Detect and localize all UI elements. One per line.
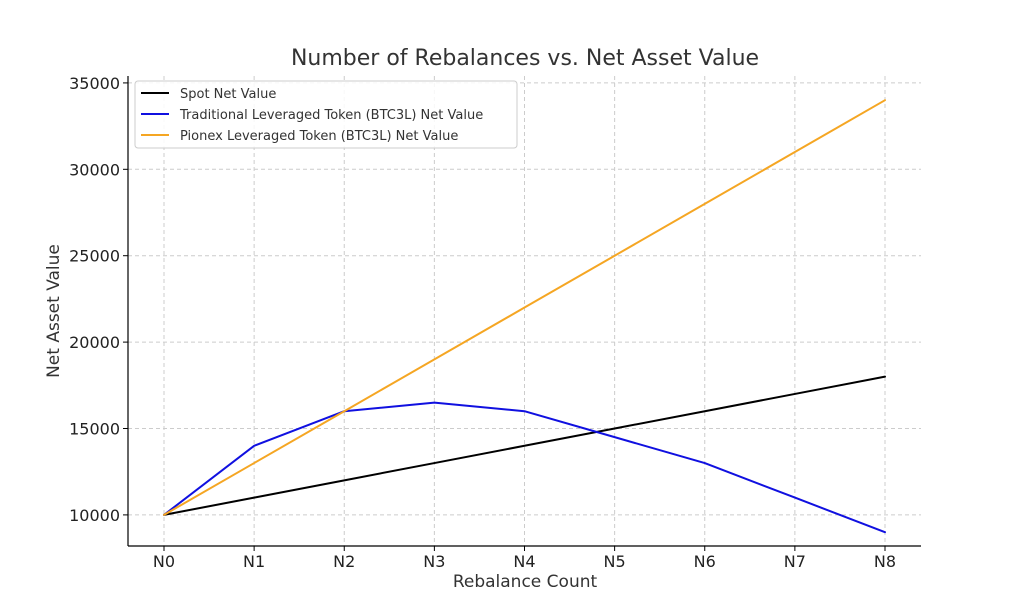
series-line-1 [163,401,886,534]
legend-box [134,80,518,149]
y-axis-label: Net Asset Value [44,244,64,378]
y-tick-label: 15000 [69,420,120,439]
legend-label: Pionex Leveraged Token (BTC3L) Net Value [180,129,458,144]
y-axis-ticks: 10000 15000 20000 25000 30000 35000 [69,74,128,525]
grid [128,76,921,546]
chart-title: Number of Rebalances vs. Net Asset Value [291,46,759,71]
y-tick-label: 35000 [69,74,120,93]
y-tick-label: 30000 [69,160,120,179]
series-line-0 [163,375,886,516]
y-tick-label: 20000 [69,333,120,352]
x-tick-label: N3 [423,552,445,571]
x-tick-label: N5 [604,552,626,571]
series-line-2 [163,99,886,516]
x-tick-label: N7 [784,552,806,571]
x-tick-label: N1 [243,552,265,571]
legend-label: Spot Net Value [180,87,276,102]
x-tick-label: N0 [153,552,175,571]
x-tick-label: N6 [694,552,716,571]
y-tick-label: 10000 [69,506,120,525]
series-lines [163,99,886,534]
legend: Spot Net Value Traditional Leveraged Toke… [134,80,518,149]
x-tick-label: N8 [874,552,896,571]
x-tick-label: N4 [513,552,535,571]
x-axis-label: Rebalance Count [453,572,598,592]
x-axis-ticks: N0 N1 N2 N3 N4 N5 N6 N7 N8 [153,546,896,571]
legend-label: Traditional Leveraged Token (BTC3L) Net … [179,108,483,123]
x-tick-label: N2 [333,552,355,571]
y-tick-label: 25000 [69,247,120,266]
